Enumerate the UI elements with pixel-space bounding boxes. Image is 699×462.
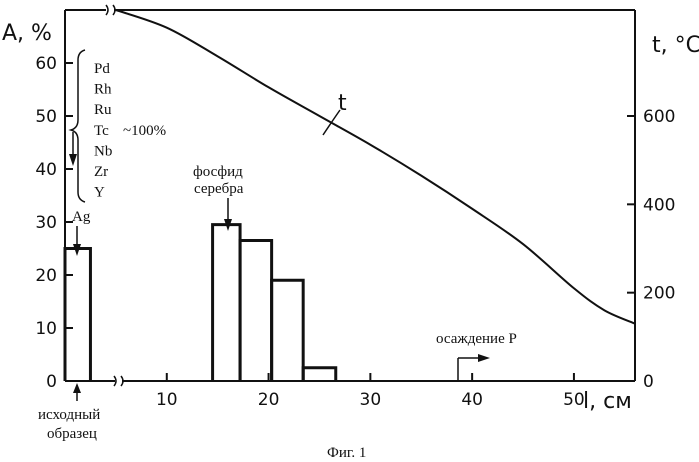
right-tick-label: 400 xyxy=(643,195,675,215)
brace-down-arrow-head xyxy=(69,154,77,166)
element-list-brace xyxy=(71,50,85,202)
x-tick-label: 40 xyxy=(461,390,483,410)
bottom-axis-break-mark xyxy=(114,376,123,386)
histogram-bar xyxy=(240,241,272,381)
phosphide-label-line1: фосфид xyxy=(193,164,243,180)
histogram-bar xyxy=(272,280,304,381)
element-label: Y xyxy=(94,185,105,201)
histogram-bar xyxy=(303,368,336,381)
right-tick-label: 0 xyxy=(643,372,654,392)
left-tick-label: 10 xyxy=(35,319,57,339)
deposition-label: осаждение P xyxy=(436,331,517,347)
left-tick-label: 50 xyxy=(35,107,57,127)
ag-label: Ag xyxy=(72,209,91,225)
sample-label-line2: образец xyxy=(47,426,97,442)
x-tick-label: 20 xyxy=(258,390,280,410)
element-label: Nb xyxy=(94,143,112,159)
element-label: Zr xyxy=(94,164,108,180)
element-label: Rh xyxy=(94,82,112,98)
left-tick-label: 0 xyxy=(46,372,57,392)
approx-value-label: ~100% xyxy=(123,123,166,139)
histogram-bar xyxy=(65,249,90,382)
right-axis-label: t, °C xyxy=(652,33,699,58)
right-tick-label: 600 xyxy=(643,107,675,127)
top-axis-break-mark xyxy=(106,5,115,15)
deposition-arrow-head xyxy=(478,354,490,362)
left-tick-label: 20 xyxy=(35,266,57,286)
element-label: Ru xyxy=(94,102,112,118)
left-tick-label: 30 xyxy=(35,213,57,233)
histogram-bar xyxy=(213,225,240,381)
figure-caption: Фиг. 1 xyxy=(327,445,366,461)
element-label: Tc xyxy=(94,123,109,139)
right-tick-label: 200 xyxy=(643,284,675,304)
left-axis-label: A, % xyxy=(2,21,52,46)
phosphide-label-line2: серебра xyxy=(194,181,244,197)
x-tick-label: 30 xyxy=(360,390,382,410)
x-axis-label: l, см xyxy=(583,389,632,414)
curve-label: t xyxy=(338,91,347,116)
sample-label-line1: исходный xyxy=(38,407,100,423)
left-tick-label: 60 xyxy=(35,54,57,74)
left-tick-label: 40 xyxy=(35,160,57,180)
x-tick-label: 10 xyxy=(156,390,178,410)
x-tick-label: 50 xyxy=(563,390,585,410)
element-label: Pd xyxy=(94,61,110,77)
